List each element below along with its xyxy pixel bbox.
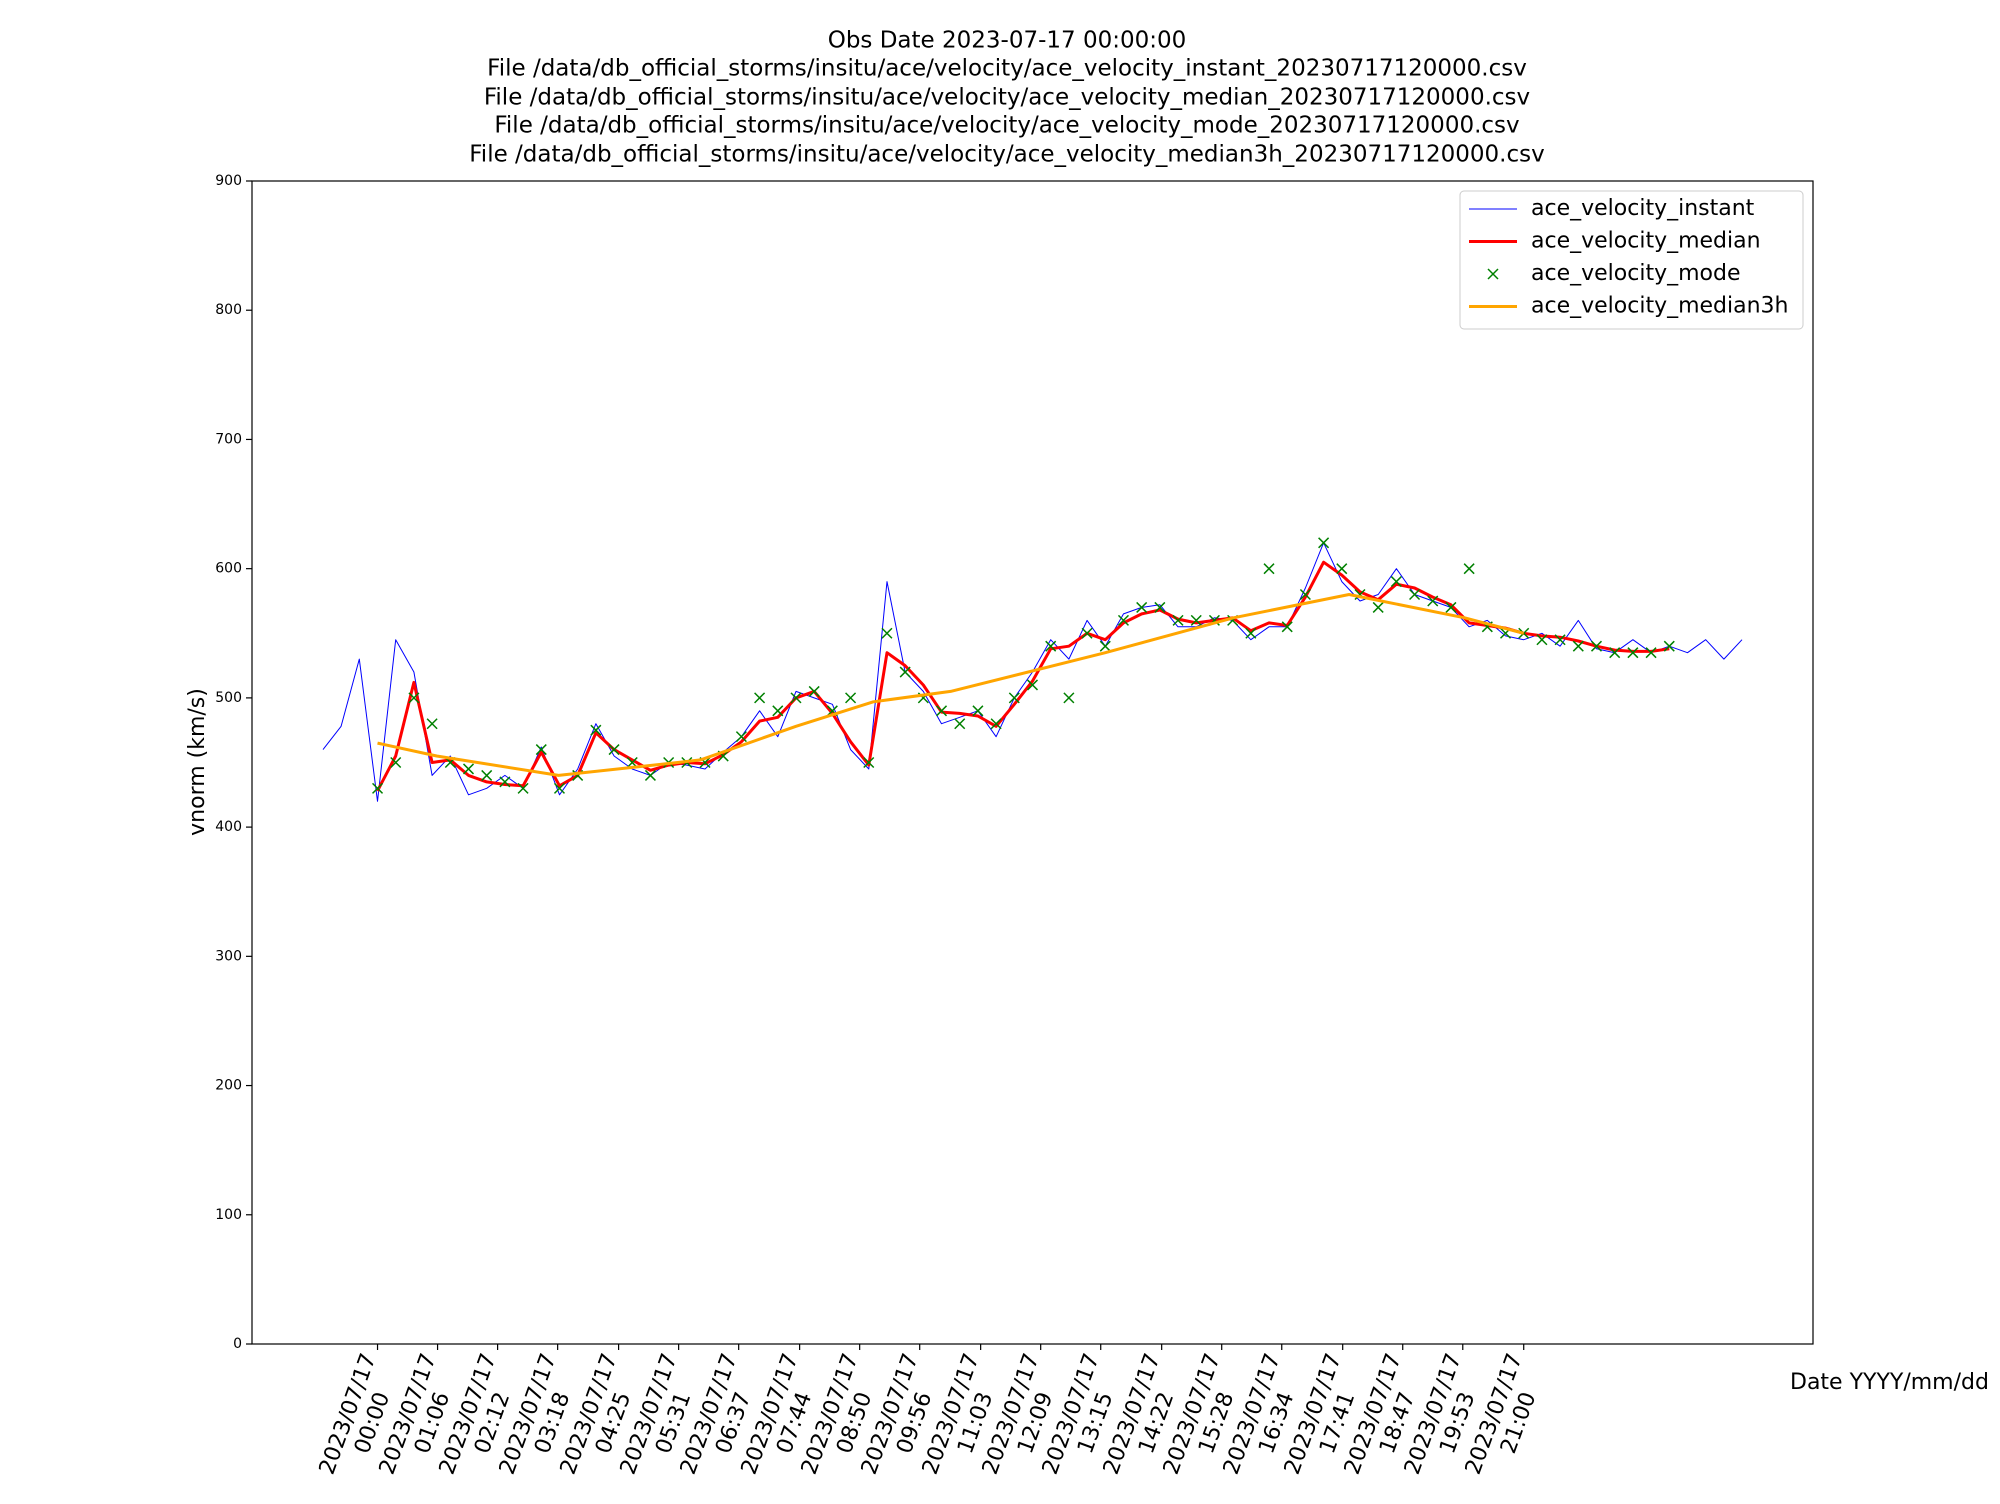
y-tick-label: 800 — [215, 302, 242, 318]
mode-marker — [1299, 588, 1311, 601]
chart-subtitle: File /data/db_official_storms/insitu/ace… — [484, 85, 1530, 111]
mode-marker — [1045, 640, 1057, 652]
legend-glyph — [1487, 268, 1499, 280]
mode-marker — [481, 769, 493, 781]
mode-marker — [1318, 537, 1330, 549]
mode-marker — [899, 666, 911, 678]
mode-marker — [1245, 627, 1257, 639]
mode-marker — [936, 705, 948, 717]
mode-marker — [1263, 563, 1275, 575]
legend-label: ace_velocity_median — [1531, 229, 1761, 254]
mode-marker — [954, 718, 966, 730]
chart-subtitle: File /data/db_official_storms/insitu/ace… — [494, 113, 1519, 139]
mode-marker — [1336, 563, 1348, 575]
mode-marker — [1008, 692, 1020, 704]
mode-marker — [1572, 640, 1584, 652]
y-tick-label: 400 — [215, 819, 242, 835]
mode-marker — [1627, 647, 1639, 659]
mode-marker — [754, 692, 766, 704]
legend-label: ace_velocity_mode — [1531, 261, 1740, 286]
mode-marker — [644, 769, 656, 781]
mode-marker — [1172, 614, 1184, 626]
y-tick-label: 100 — [215, 1207, 242, 1223]
mode-marker — [1663, 640, 1675, 652]
mode-marker — [772, 705, 784, 717]
mode-marker — [426, 718, 438, 730]
mode-marker — [535, 744, 547, 756]
mode-marker — [1445, 601, 1457, 613]
mode-marker — [1372, 601, 1384, 613]
mode-marker — [1063, 692, 1075, 704]
chart-title: Obs Date 2023-07-17 00:00:00 — [828, 28, 1187, 54]
mode-marker — [1390, 576, 1402, 588]
mode-marker — [972, 705, 984, 717]
mode-marker — [1609, 647, 1621, 659]
mode-marker — [1409, 588, 1421, 601]
mode-marker — [1518, 627, 1530, 639]
series-line — [377, 593, 1525, 777]
mode-marker — [990, 718, 1002, 730]
mode-marker — [1554, 634, 1566, 646]
mode-marker — [390, 756, 402, 769]
y-tick-label: 300 — [215, 948, 242, 964]
mode-marker — [790, 692, 802, 704]
mode-marker — [1117, 614, 1130, 626]
mode-marker — [553, 782, 566, 794]
legend-label: ace_velocity_median3h — [1531, 294, 1789, 319]
legend-label: ace_velocity_instant — [1531, 196, 1755, 221]
mode-marker — [1281, 621, 1293, 633]
chart-subtitle: File /data/db_official_storms/insitu/ace… — [487, 56, 1527, 82]
mode-marker — [408, 692, 420, 704]
y-tick-label: 900 — [215, 173, 242, 189]
plot-frame — [251, 180, 1814, 1345]
mode-marker — [845, 692, 857, 704]
y-axis-label: vnorm (km/s) — [185, 688, 210, 836]
mode-marker — [808, 685, 820, 697]
mode-marker — [590, 724, 602, 736]
mode-marker — [1190, 614, 1202, 626]
legend-box — [1459, 190, 1804, 330]
y-tick-label: 700 — [215, 431, 242, 447]
mode-marker — [499, 776, 511, 788]
series-line — [376, 560, 1670, 792]
mode-marker — [1427, 595, 1439, 607]
y-tick-label: 0 — [233, 1336, 242, 1352]
mode-marker — [1136, 601, 1148, 613]
mode-marker — [863, 756, 875, 769]
mode-marker — [1099, 640, 1111, 652]
chart-subtitle: File /data/db_official_storms/insitu/ace… — [469, 142, 1544, 168]
mode-marker — [372, 782, 384, 794]
y-tick-label: 600 — [215, 561, 242, 577]
mode-marker — [1154, 601, 1166, 613]
mode-marker — [608, 744, 620, 756]
y-tick-label: 500 — [215, 690, 242, 706]
mode-marker — [1645, 647, 1657, 659]
mode-marker — [1463, 563, 1475, 575]
mode-marker — [1081, 627, 1093, 639]
mode-marker — [735, 731, 747, 743]
mode-marker — [1536, 634, 1548, 646]
mode-marker — [517, 782, 529, 794]
mode-marker — [881, 627, 893, 639]
mode-marker — [462, 763, 475, 775]
y-tick-label: 200 — [215, 1078, 242, 1094]
x-axis-label: Date YYYY/mm/dd — [1790, 1370, 1989, 1395]
mode-marker — [1590, 640, 1603, 652]
mode-marker — [1026, 679, 1039, 691]
